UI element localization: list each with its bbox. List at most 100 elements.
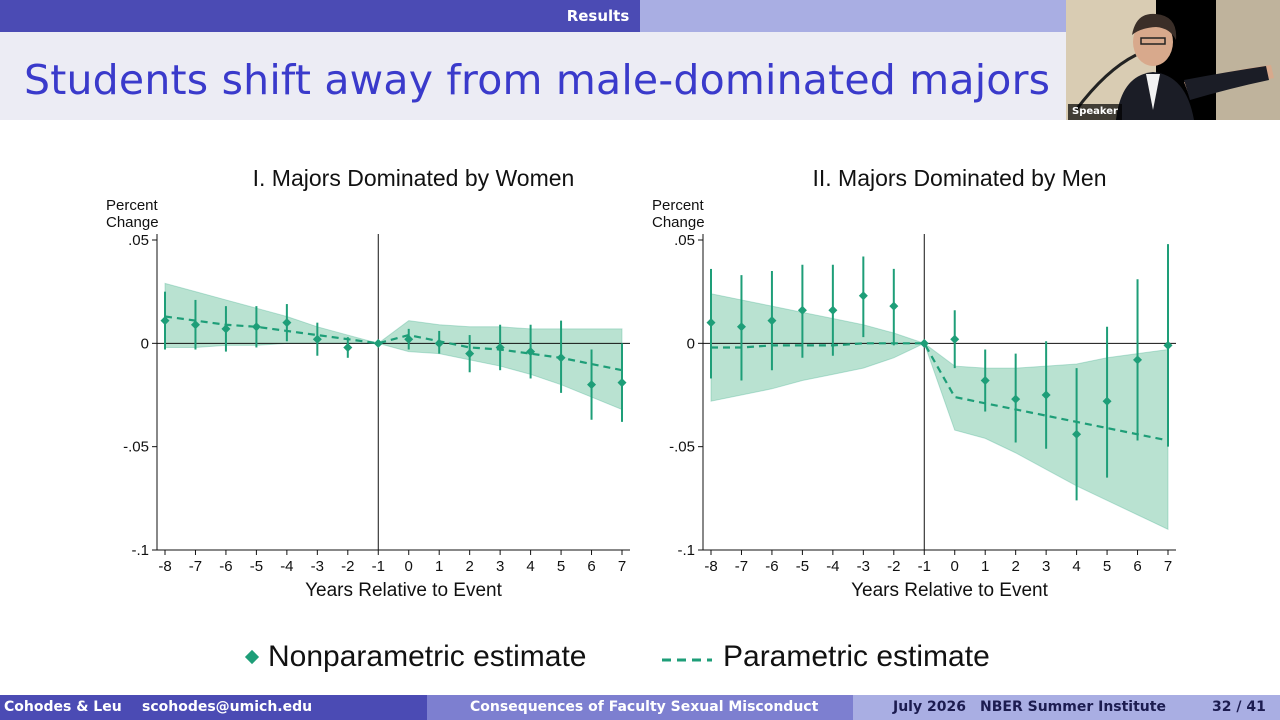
chart1-xtick-label: 3: [496, 558, 504, 575]
footer-authors: Cohodes & Leu: [4, 699, 122, 715]
chart1-xtick-label: -4: [280, 558, 293, 575]
nav-section-results[interactable]: Results: [566, 7, 630, 25]
chart2-np-point: [858, 291, 868, 301]
chart1-np-point: [221, 324, 231, 334]
chart2-xtick-label: 6: [1133, 558, 1141, 575]
chart2-title: II. Majors Dominated by Men: [812, 165, 1106, 191]
chart1-xtick-label: 2: [465, 558, 473, 575]
chart2-np-point: [706, 318, 716, 328]
chart2-ylabel: Percent Change: [652, 197, 705, 231]
chart2-xtick-label: 0: [951, 558, 959, 575]
speaker-label: Speaker: [1068, 104, 1122, 120]
footer-venue: NBER Summer Institute: [980, 699, 1166, 715]
chart2-xtick-label: 2: [1011, 558, 1019, 575]
chart2-xtick-label: -6: [765, 558, 778, 575]
chart2-np-point: [1102, 396, 1112, 406]
chart2-ytick-label: -.05: [669, 439, 695, 456]
chart2-np-point: [1041, 390, 1051, 400]
chart2-ylabel-line: Percent: [652, 197, 705, 214]
chart2-xtick-label: -4: [826, 558, 839, 575]
chart1-parametric-ci-band: [164, 282, 623, 411]
chart1-np-point: [617, 378, 627, 388]
chart2-np-point: [736, 322, 746, 332]
chart2-np-point: [950, 334, 960, 344]
chart2-np-point: [1133, 355, 1143, 365]
speaker-figure-icon: [1066, 0, 1280, 120]
chart2-np-point: [1011, 394, 1021, 404]
chart2-ytick-label: -.1: [677, 542, 695, 559]
chart1-xtick-label: -2: [341, 558, 354, 575]
legend-label-nonparametric: Nonparametric estimate: [268, 640, 587, 673]
chart1-xtick-label: -5: [250, 558, 263, 575]
chart1-np-point: [556, 353, 566, 363]
chart2-np-point: [980, 376, 990, 386]
chart2-parametric-line: [711, 342, 1169, 442]
chart1-xtick-label: -3: [311, 558, 324, 575]
footer-left-panel: [0, 695, 427, 720]
chart2-np-point: [767, 316, 777, 326]
chart1-xtick-label: 7: [618, 558, 626, 575]
chart2-np-point: [889, 301, 899, 311]
legend-dash-line-icon: [662, 658, 712, 662]
chart1-xtick-label: 0: [405, 558, 413, 575]
chart-men-dominated: II. Majors Dominated by Men Percent Change…: [652, 165, 1176, 601]
chart1-ylabel: Percent Change: [106, 197, 159, 231]
chart1-ytick-label: 0: [141, 335, 149, 352]
chart-women-dominated: I. Majors Dominated by Women Percent Chang…: [106, 165, 630, 601]
chart1-xtick-label: -1: [372, 558, 385, 575]
footer-date: July 2026: [893, 699, 966, 715]
chart1-np-point: [434, 338, 444, 348]
chart-legend: [0, 640, 1280, 684]
chart1-np-point: [282, 318, 292, 328]
chart2-xtick-label: 4: [1072, 558, 1080, 575]
chart1-xtick-label: 1: [435, 558, 443, 575]
footer-middle-panel: [427, 695, 853, 720]
frame-title: Students shift away from male-dominated …: [24, 56, 1066, 104]
chart2-ylabel-line: Change: [652, 214, 705, 231]
chart1-xtick-label: -7: [189, 558, 202, 575]
chart1-ylabel-line: Percent: [106, 197, 159, 214]
chart2-xtick-label: -8: [704, 558, 717, 575]
chart1-xtick-label: 4: [526, 558, 534, 575]
chart1-xtick-label: 6: [587, 558, 595, 575]
chart1-np-point: [373, 338, 383, 348]
chart1-xlabel: Years Relative to Event: [305, 580, 503, 601]
chart2-xtick-label: -3: [857, 558, 870, 575]
chart2-np-point: [797, 305, 807, 315]
chart2-np-point: [828, 305, 838, 315]
footer-talk-title: Consequences of Faculty Sexual Misconduc…: [470, 699, 819, 715]
chart1-np-point: [404, 334, 414, 344]
chart2-xtick-label: -7: [735, 558, 748, 575]
chart1-np-point: [251, 322, 261, 332]
speaker-video[interactable]: [1066, 0, 1280, 120]
chart2-xtick-label: 3: [1042, 558, 1050, 575]
chart1-np-point: [160, 316, 170, 326]
chart2-xtick-label: -1: [918, 558, 931, 575]
chart1-xtick-label: -8: [158, 558, 171, 575]
chart2-xtick-label: 7: [1164, 558, 1172, 575]
chart2-xtick-label: -2: [887, 558, 900, 575]
chart1-ytick-label: -.1: [131, 542, 149, 559]
chart2-xlabel: Years Relative to Event: [851, 580, 1049, 601]
chart2-parametric-ci-band: [710, 293, 1169, 531]
chart1-title: I. Majors Dominated by Women: [253, 165, 575, 191]
chart1-np-point: [587, 380, 597, 390]
chart1-parametric-line: [164, 315, 623, 372]
chart2-xtick-label: -5: [796, 558, 809, 575]
chart1-np-point: [343, 342, 353, 352]
chart1-np-point: [526, 347, 536, 357]
chart1-np-point: [190, 320, 200, 330]
chart1-np-point: [465, 349, 475, 359]
chart1-np-point: [495, 342, 505, 352]
chart1-ylabel-line: Change: [106, 214, 159, 231]
chart2-ytick-label: 0: [687, 335, 695, 352]
legend-label-parametric: Parametric estimate: [723, 640, 990, 673]
chart1-xtick-label: 5: [557, 558, 565, 575]
chart2-np-point: [1163, 340, 1173, 350]
chart1-ytick-label: -.05: [123, 439, 149, 456]
footer-right-panel: [853, 695, 1280, 720]
footer-page-number: 32 / 41: [1212, 699, 1266, 715]
chart2-np-point: [1072, 429, 1082, 439]
chart2-xtick-label: 5: [1103, 558, 1111, 575]
chart1-xtick-label: -6: [219, 558, 232, 575]
